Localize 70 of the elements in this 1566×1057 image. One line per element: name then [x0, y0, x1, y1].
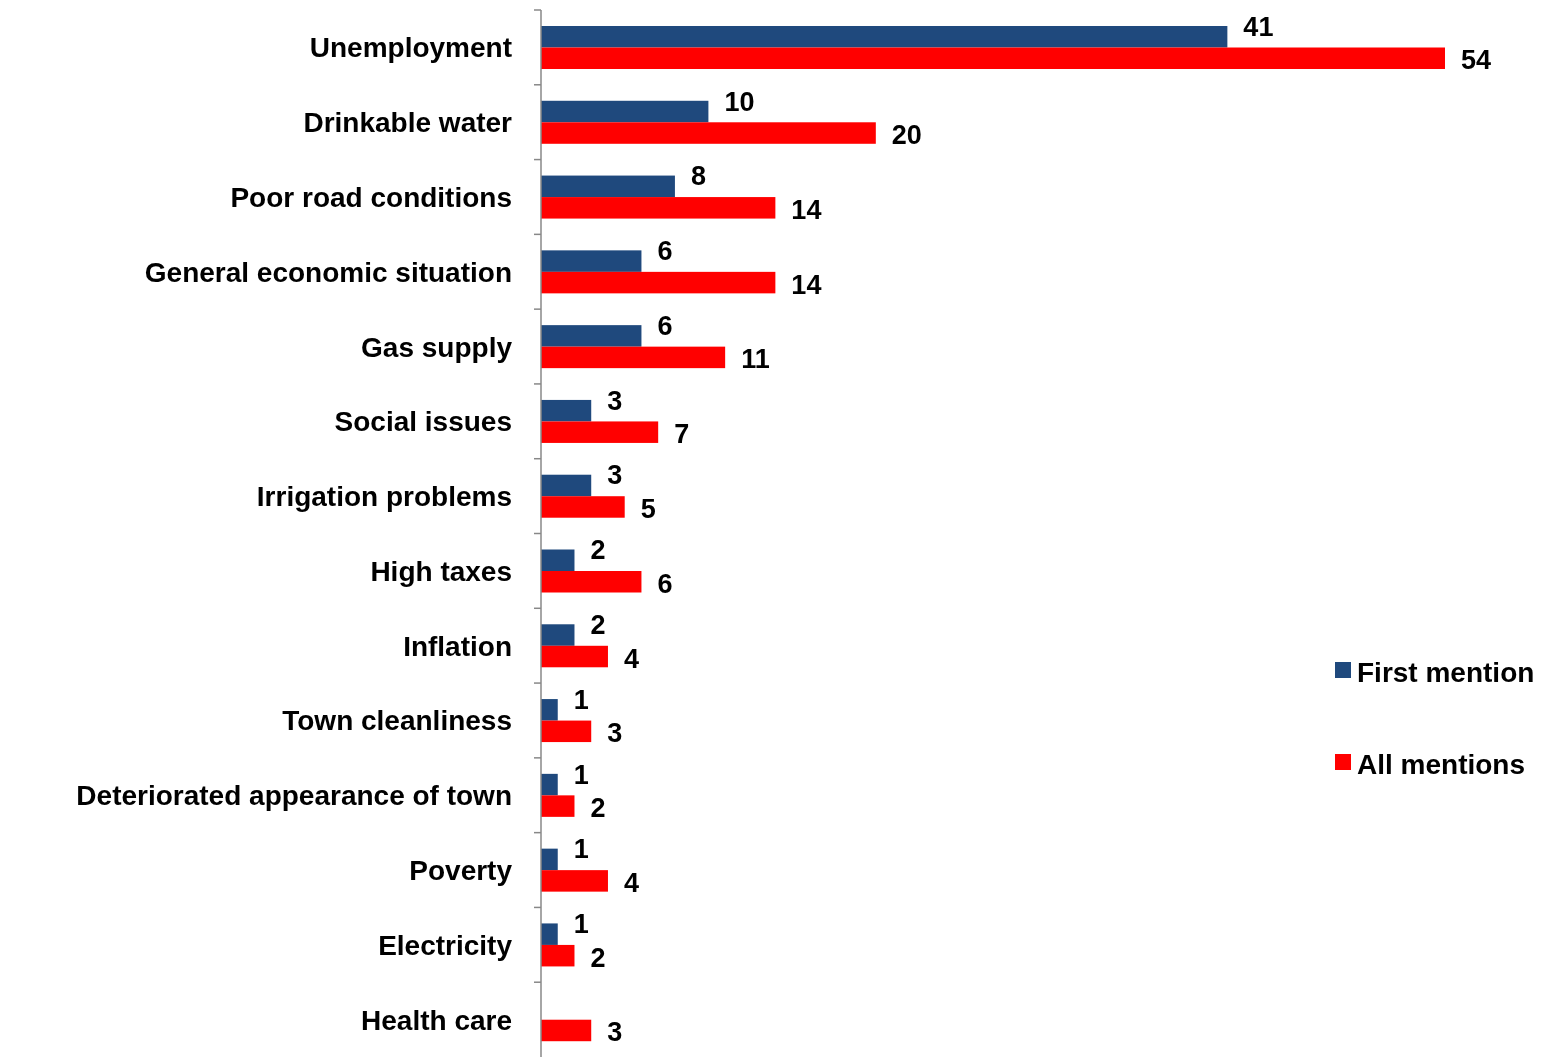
y-tick-label: Poor road conditions	[230, 181, 512, 213]
bar	[541, 250, 642, 272]
data-label: 8	[690, 161, 706, 192]
y-tick-label: Gas supply	[361, 331, 513, 363]
y-tick-label: Town cleanliness	[282, 705, 512, 737]
data-label: 2	[590, 535, 606, 566]
bar	[541, 346, 726, 369]
data-label: 1	[573, 834, 589, 865]
y-tick-label: Poverty	[409, 855, 513, 887]
bar	[541, 944, 575, 967]
bar	[541, 421, 659, 443]
bar	[541, 645, 608, 668]
bar	[541, 870, 608, 892]
y-tick-label: Deteriorated appearance of town	[76, 780, 512, 812]
bar	[541, 848, 558, 871]
data-label: 41	[1243, 11, 1274, 42]
bar	[541, 571, 642, 593]
data-label: 3	[607, 1017, 623, 1048]
data-label: 3	[607, 385, 623, 416]
y-tick-label: Irrigation problems	[256, 481, 512, 513]
bar	[541, 122, 876, 144]
data-label: 10	[724, 86, 755, 117]
data-label: 2	[590, 942, 606, 973]
data-label: 7	[674, 419, 690, 450]
data-label: 1	[573, 684, 589, 715]
y-tick-label: Electricity	[378, 929, 513, 961]
data-label: 4	[623, 643, 639, 674]
legend-label: First mention	[1357, 657, 1535, 688]
data-label: 4	[623, 867, 639, 898]
bar	[541, 271, 776, 294]
bar	[541, 720, 592, 743]
data-label: 5	[640, 493, 656, 524]
bar	[541, 496, 625, 518]
data-label: 11	[741, 344, 770, 375]
data-label: 2	[590, 610, 606, 641]
data-label: 6	[657, 310, 673, 341]
bar	[541, 549, 575, 571]
data-label: 6	[657, 236, 673, 267]
bar	[541, 47, 1445, 69]
bar	[541, 1019, 592, 1042]
bar	[541, 773, 558, 796]
y-tick-label: Health care	[361, 1004, 512, 1036]
legend-label: All mentions	[1357, 749, 1526, 780]
data-label: 2	[590, 793, 606, 824]
bar	[541, 699, 558, 721]
data-label: 20	[891, 120, 922, 151]
data-label: 54	[1461, 45, 1492, 76]
bar	[541, 624, 575, 646]
y-tick-label: Unemployment	[309, 32, 512, 64]
y-tick-label: High taxes	[370, 555, 512, 587]
bar	[541, 399, 592, 422]
bar	[541, 26, 1228, 48]
bar	[541, 197, 776, 219]
bar	[541, 100, 709, 123]
data-label: 1	[573, 759, 589, 790]
data-label: 14	[791, 194, 822, 225]
data-label: 1	[573, 909, 589, 940]
bar	[541, 175, 675, 198]
bar	[541, 795, 575, 817]
data-label: 3	[607, 718, 623, 749]
y-tick-label: Inflation	[403, 630, 512, 662]
y-tick-label: Social issues	[334, 406, 512, 438]
y-tick-label: Drinkable water	[303, 107, 513, 139]
data-label: 6	[657, 568, 673, 599]
data-label: 3	[607, 460, 623, 491]
bar	[541, 923, 558, 945]
data-label: 14	[791, 269, 822, 300]
bar	[541, 474, 592, 497]
y-tick-label: General economic situation	[144, 256, 512, 288]
bar	[541, 325, 642, 347]
